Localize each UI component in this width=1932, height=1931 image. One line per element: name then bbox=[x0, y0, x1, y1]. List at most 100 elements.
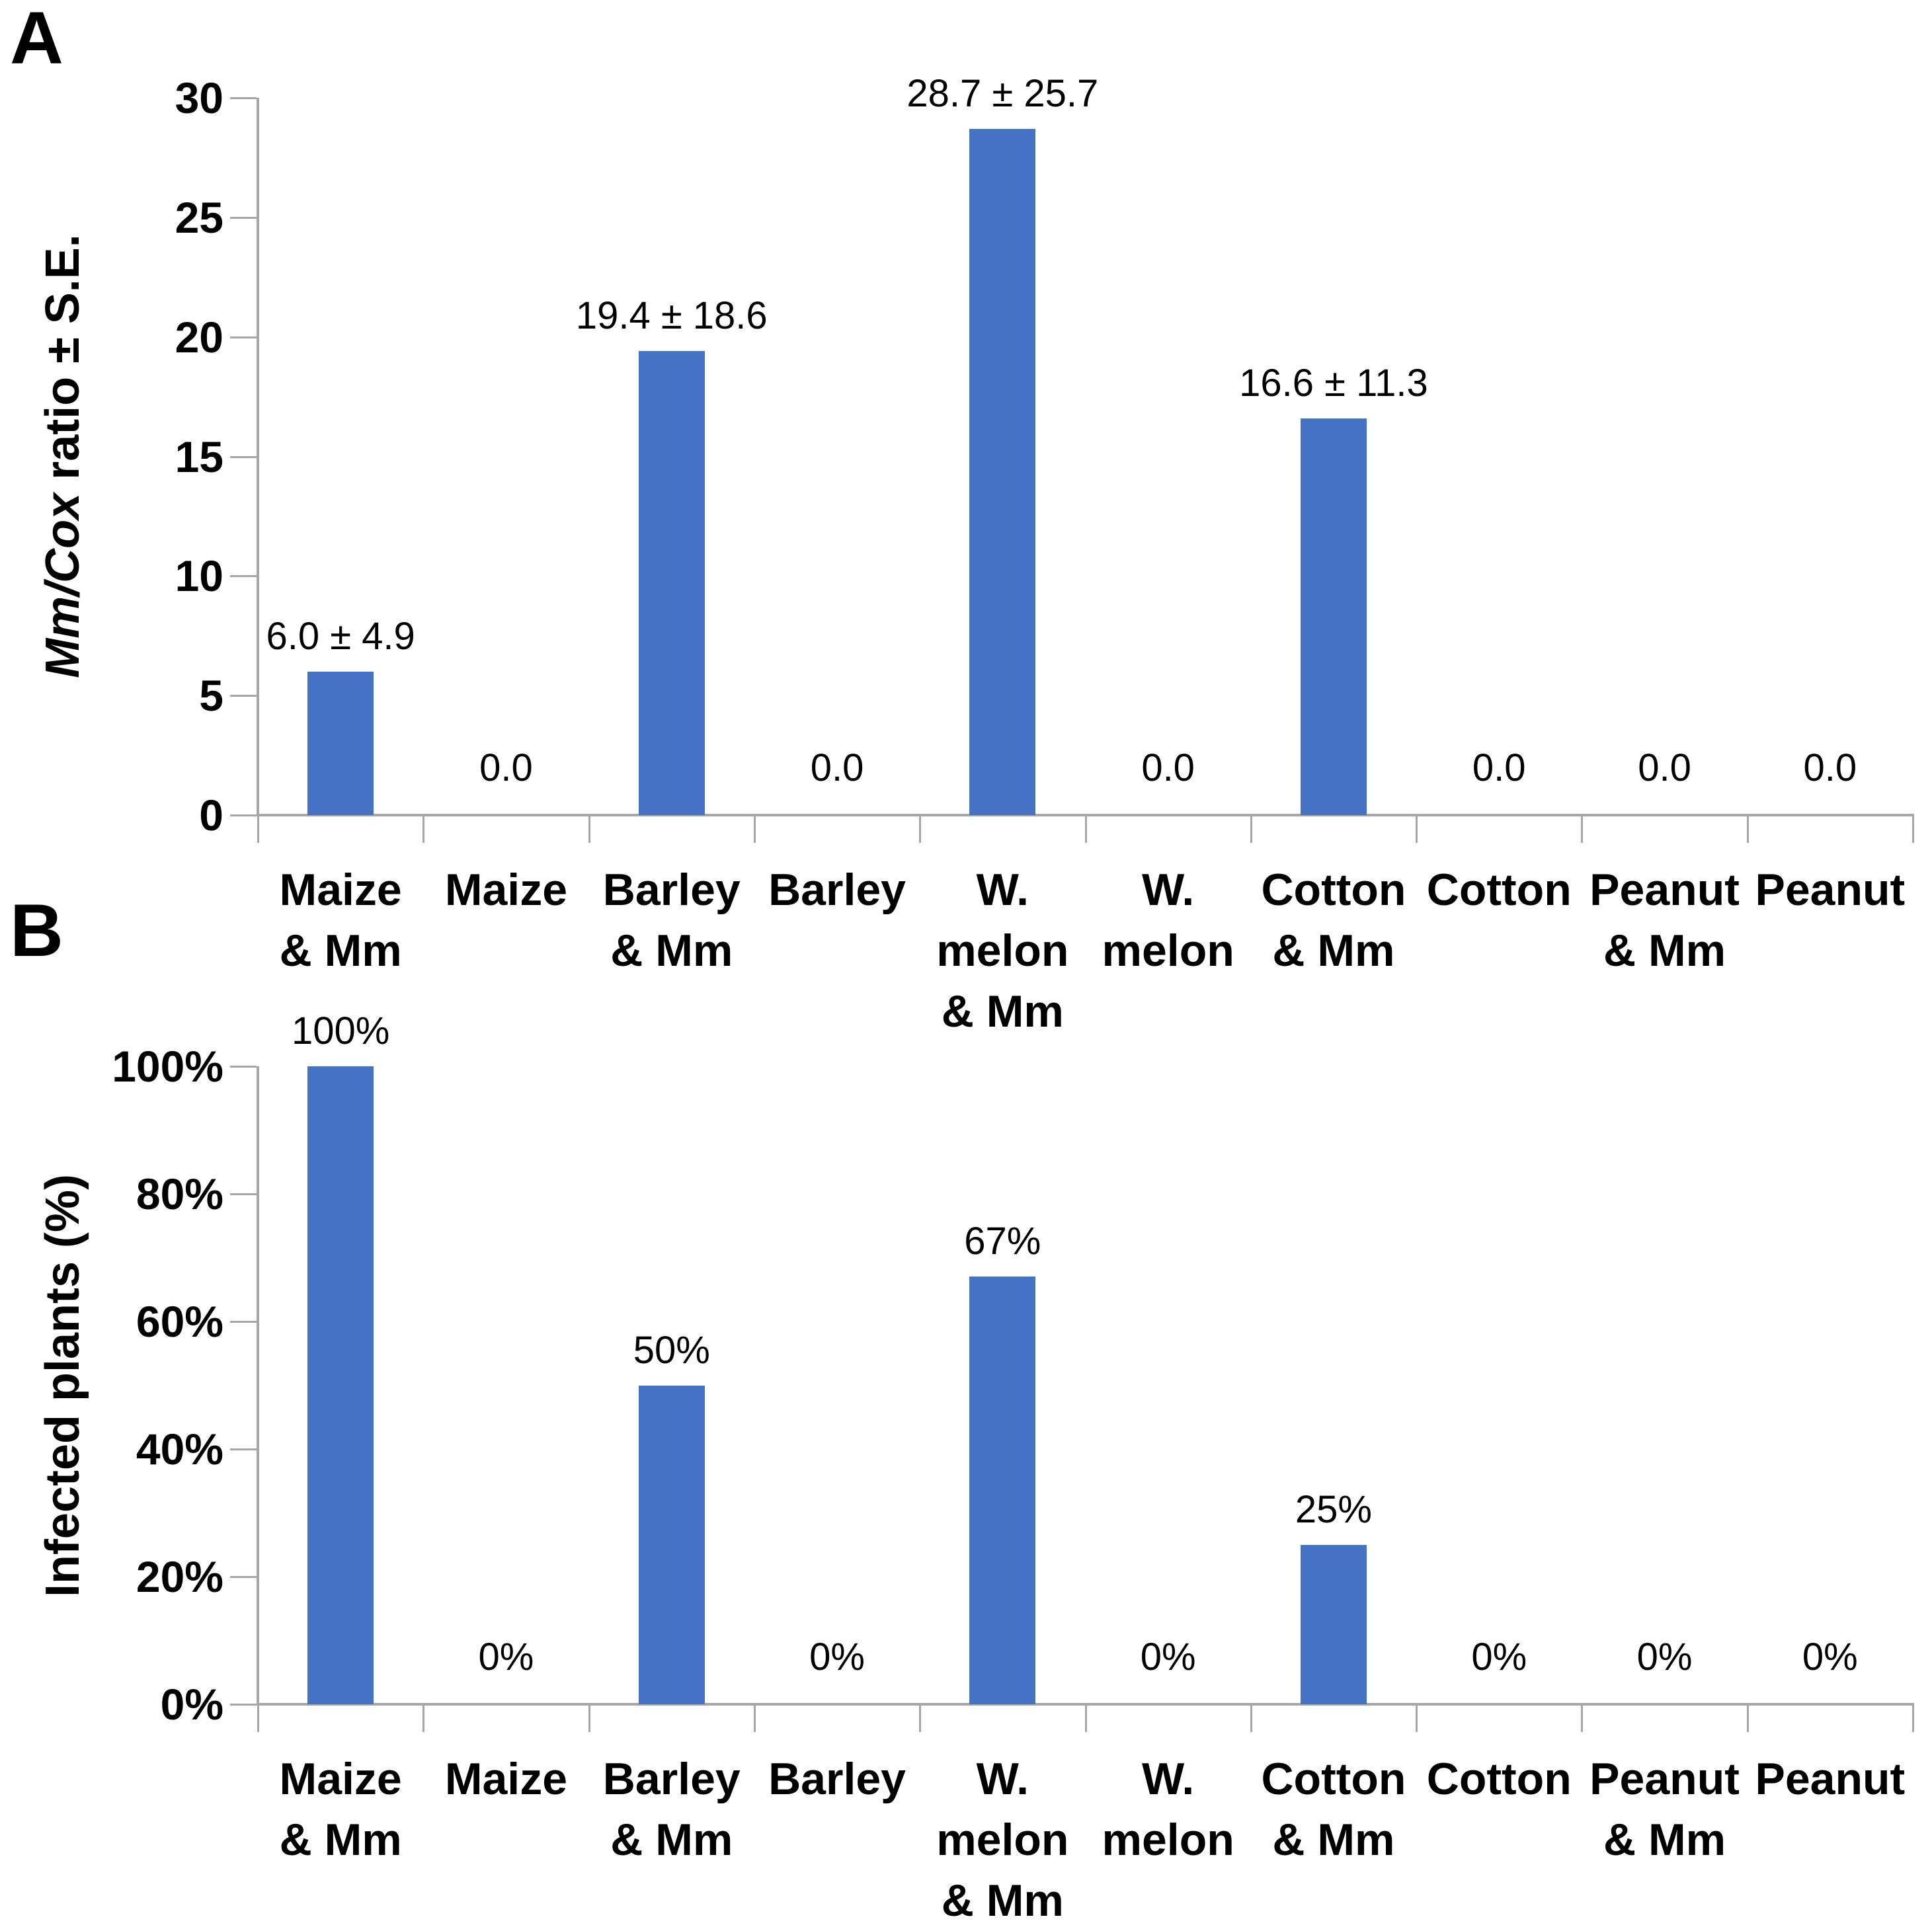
y-tick-label: 15 bbox=[175, 432, 223, 481]
x-tick-mark bbox=[1912, 815, 1914, 843]
y-tick-label: 20 bbox=[175, 312, 223, 362]
x-category-label-line: Maize bbox=[444, 1754, 568, 1804]
x-category-label-line: Cotton bbox=[1426, 865, 1572, 915]
x-category-label-line: Peanut bbox=[1590, 865, 1740, 915]
x-tick-mark bbox=[1581, 815, 1584, 843]
y-tick-label: 10 bbox=[175, 551, 223, 601]
y-tick-mark bbox=[230, 336, 257, 338]
x-tick-mark bbox=[257, 1704, 259, 1732]
bar-data-label: 25% bbox=[1295, 1487, 1372, 1531]
x-category-label-line: Peanut bbox=[1590, 1754, 1740, 1804]
y-tick-mark bbox=[230, 814, 257, 816]
y-tick-label: 0% bbox=[160, 1680, 223, 1729]
x-category-label-line: melon bbox=[1102, 926, 1234, 976]
bar-data-label: 0% bbox=[809, 1635, 865, 1678]
x-category-label: Barley & Mm bbox=[589, 859, 754, 981]
x-category-label-line: & Mm bbox=[279, 926, 402, 976]
x-category-label: W. melon & Mm bbox=[920, 1749, 1085, 1931]
y-tick-mark bbox=[230, 575, 257, 578]
x-category-label-line: & Mm bbox=[941, 986, 1064, 1037]
y-tick-mark bbox=[230, 97, 257, 99]
bar bbox=[969, 129, 1036, 815]
x-category-label: Maize & Mm bbox=[258, 859, 423, 981]
x-category-label-line: melon bbox=[936, 926, 1069, 976]
y-tick-mark bbox=[230, 1448, 257, 1450]
x-category-label-line: Maize bbox=[279, 1754, 402, 1804]
bar-data-label: 0.0 bbox=[1803, 746, 1857, 789]
y-axis-line bbox=[257, 1066, 259, 1704]
bar-data-label: 67% bbox=[964, 1220, 1041, 1263]
x-category-label-line: melon bbox=[936, 1815, 1069, 1865]
bar bbox=[638, 351, 705, 815]
x-category-label-line: & Mm bbox=[279, 1815, 402, 1865]
y-tick-mark bbox=[230, 695, 257, 697]
x-tick-mark bbox=[753, 1704, 756, 1732]
x-category-label: Cotton & Mm bbox=[1251, 859, 1416, 981]
x-category-label-line: Maize bbox=[444, 865, 568, 915]
bar-data-label: 0% bbox=[1802, 1635, 1858, 1678]
panel-b-label: B bbox=[10, 889, 63, 972]
panel-a-label: A bbox=[10, 0, 63, 79]
bar-data-label: 0% bbox=[1636, 1635, 1693, 1678]
x-category-label-line: W. bbox=[1141, 865, 1195, 915]
x-category-label: Barley bbox=[754, 1749, 920, 1809]
x-category-label-line: Barley bbox=[768, 1754, 906, 1804]
bar-data-label: 0% bbox=[1140, 1635, 1196, 1678]
x-category-label-line: W. bbox=[976, 865, 1029, 915]
bar bbox=[969, 1277, 1036, 1704]
x-tick-mark bbox=[919, 815, 922, 843]
bar bbox=[1300, 418, 1367, 815]
x-tick-mark bbox=[1084, 1704, 1087, 1732]
x-category-label-line: & Mm bbox=[610, 1815, 733, 1865]
x-category-label: Cotton bbox=[1416, 1749, 1582, 1809]
x-tick-mark bbox=[257, 815, 259, 843]
x-tick-mark bbox=[753, 815, 756, 843]
x-category-label: Maize & Mm bbox=[258, 1749, 423, 1870]
bar bbox=[638, 1385, 705, 1704]
x-category-label-line: & Mm bbox=[1603, 1815, 1726, 1865]
bar-data-label: 50% bbox=[633, 1328, 710, 1372]
x-tick-mark bbox=[1416, 1704, 1418, 1732]
y-tick-mark bbox=[230, 455, 257, 458]
y-tick-label: 25 bbox=[175, 192, 223, 242]
x-category-label-line: W. bbox=[976, 1754, 1029, 1804]
bar-data-label: 16.6 ± 11.3 bbox=[1239, 361, 1428, 405]
x-tick-mark bbox=[588, 1704, 590, 1732]
x-category-label-line: Barley bbox=[768, 865, 906, 915]
y-tick-label: 40% bbox=[136, 1425, 223, 1474]
x-category-label: W. melon bbox=[1086, 1749, 1251, 1870]
y-tick-label: 5 bbox=[199, 671, 223, 721]
x-category-label: Peanut bbox=[1748, 859, 1913, 920]
bar bbox=[1300, 1544, 1367, 1704]
y-tick-mark bbox=[230, 1576, 257, 1578]
x-tick-mark bbox=[1416, 815, 1418, 843]
x-category-label: Cotton & Mm bbox=[1251, 1749, 1416, 1870]
x-tick-mark bbox=[1250, 815, 1252, 843]
y-tick-mark bbox=[230, 1193, 257, 1195]
x-category-label-line: & Mm bbox=[1603, 926, 1726, 976]
x-category-label-line: Barley bbox=[602, 1754, 741, 1804]
x-tick-mark bbox=[1746, 815, 1749, 843]
x-category-label-line: Peanut bbox=[1755, 1754, 1906, 1804]
x-category-label: W. melon bbox=[1086, 859, 1251, 981]
y-tick-mark bbox=[230, 1066, 257, 1068]
x-category-label-line: & Mm bbox=[1272, 926, 1395, 976]
x-category-label-line: Cotton bbox=[1426, 1754, 1572, 1804]
x-category-label-line: W. bbox=[1141, 1754, 1195, 1804]
x-category-label-line: Peanut bbox=[1755, 865, 1906, 915]
y-tick-label: 30 bbox=[175, 73, 223, 122]
x-category-label-line: Cotton bbox=[1261, 865, 1406, 915]
bar-data-label: 0.0 bbox=[1141, 746, 1195, 789]
x-tick-mark bbox=[1581, 1704, 1584, 1732]
x-category-label-line: Cotton bbox=[1261, 1754, 1406, 1804]
bar-data-label: 0% bbox=[1471, 1635, 1527, 1678]
x-tick-mark bbox=[1912, 1704, 1914, 1732]
y-tick-label: 80% bbox=[136, 1169, 223, 1218]
x-tick-mark bbox=[919, 1704, 922, 1732]
y-tick-mark bbox=[230, 1321, 257, 1323]
bar-data-label: 0.0 bbox=[479, 746, 533, 789]
x-category-label-line: Barley bbox=[602, 865, 741, 915]
